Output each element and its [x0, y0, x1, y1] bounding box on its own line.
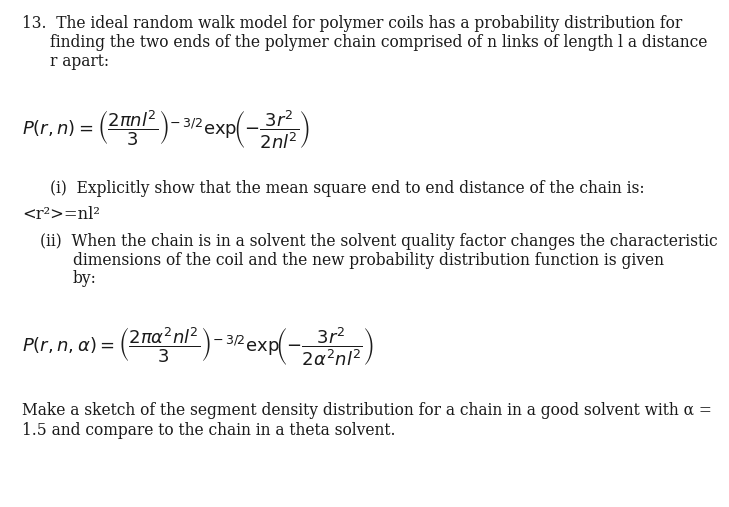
Text: (ii)  When the chain is in a solvent the solvent quality factor changes the char: (ii) When the chain is in a solvent the … — [40, 233, 718, 250]
Text: 1.5 and compare to the chain in a theta solvent.: 1.5 and compare to the chain in a theta … — [22, 422, 395, 439]
Text: (i)  Explicitly show that the mean square end to end distance of the chain is:: (i) Explicitly show that the mean square… — [50, 180, 644, 197]
Text: Make a sketch of the segment density distribution for a chain in a good solvent : Make a sketch of the segment density dis… — [22, 402, 712, 419]
Text: $P(r,n,\alpha) = \left(\dfrac{2\pi\alpha^{2} n l^{2}}{3}\right)^{\!-3/2} \mathrm: $P(r,n,\alpha) = \left(\dfrac{2\pi\alpha… — [22, 325, 373, 368]
Text: $P(r,n) = \left(\dfrac{2\pi n l^{2}}{3}\right)^{\!-3/2} \mathrm{exp}\!\left(-\df: $P(r,n) = \left(\dfrac{2\pi n l^{2}}{3}\… — [22, 109, 310, 151]
Text: finding the two ends of the polymer chain comprised of n links of length l a dis: finding the two ends of the polymer chai… — [50, 34, 707, 51]
Text: 13.  The ideal random walk model for polymer coils has a probability distributio: 13. The ideal random walk model for poly… — [22, 15, 682, 32]
Text: r apart:: r apart: — [50, 53, 109, 70]
Text: dimensions of the coil and the new probability distribution function is given: dimensions of the coil and the new proba… — [73, 252, 664, 269]
Text: <r²>=nl²: <r²>=nl² — [22, 206, 100, 223]
Text: by:: by: — [73, 270, 97, 287]
